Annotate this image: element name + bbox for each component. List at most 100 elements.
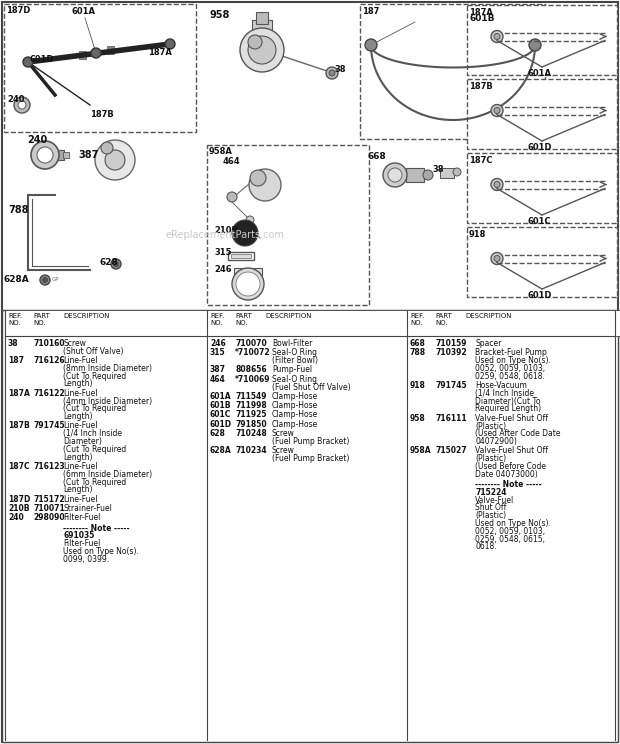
Text: DESCRIPTION: DESCRIPTION bbox=[63, 313, 110, 319]
Text: 788: 788 bbox=[8, 205, 29, 215]
Text: 387: 387 bbox=[210, 365, 226, 374]
Circle shape bbox=[18, 101, 26, 109]
Text: (Plastic): (Plastic) bbox=[475, 511, 506, 520]
Text: 04072900): 04072900) bbox=[475, 437, 517, 446]
Text: 958A: 958A bbox=[410, 446, 432, 455]
Bar bbox=[467, 153, 617, 223]
Text: 601B: 601B bbox=[470, 14, 495, 23]
Bar bbox=[360, 4, 545, 139]
Text: 0099, 0399.: 0099, 0399. bbox=[63, 555, 109, 564]
Text: 601A: 601A bbox=[72, 7, 96, 16]
Bar bbox=[440, 168, 454, 178]
Text: 187A: 187A bbox=[8, 389, 30, 398]
Text: 210B: 210B bbox=[8, 504, 30, 513]
Text: 464: 464 bbox=[210, 375, 226, 384]
Text: Clamp-Hose: Clamp-Hose bbox=[272, 411, 318, 420]
Text: 315: 315 bbox=[210, 348, 226, 357]
Text: 918: 918 bbox=[410, 381, 426, 390]
Bar bbox=[256, 12, 268, 24]
Text: 0052, 0059, 0103,: 0052, 0059, 0103, bbox=[475, 364, 545, 373]
Text: 187D: 187D bbox=[8, 495, 30, 504]
Text: 710070: 710070 bbox=[235, 339, 267, 348]
Text: PART
NO.: PART NO. bbox=[33, 313, 50, 326]
Bar bbox=[2, 310, 618, 742]
Text: 958: 958 bbox=[210, 10, 231, 20]
Text: (6mm Inside Diameter): (6mm Inside Diameter) bbox=[63, 469, 152, 479]
Text: Length): Length) bbox=[63, 452, 92, 462]
Text: 0052, 0059, 0103,: 0052, 0059, 0103, bbox=[475, 527, 545, 536]
Text: (Cut To Required: (Cut To Required bbox=[63, 478, 126, 487]
Text: DESCRIPTION: DESCRIPTION bbox=[265, 313, 311, 319]
Text: 711998: 711998 bbox=[235, 401, 267, 410]
Text: Length): Length) bbox=[63, 412, 92, 421]
Text: Screw: Screw bbox=[63, 339, 86, 348]
Circle shape bbox=[329, 70, 335, 76]
Text: 187: 187 bbox=[362, 7, 379, 16]
Circle shape bbox=[326, 67, 338, 79]
Text: Screw: Screw bbox=[272, 429, 295, 438]
Text: Clamp-Hose: Clamp-Hose bbox=[272, 401, 318, 410]
Circle shape bbox=[494, 33, 500, 39]
Text: 710071: 710071 bbox=[33, 504, 64, 513]
Text: PART
NO.: PART NO. bbox=[235, 313, 252, 326]
Text: -------- Note -----: -------- Note ----- bbox=[63, 524, 130, 533]
Bar bbox=[467, 79, 617, 149]
Text: PART
NO.: PART NO. bbox=[435, 313, 452, 326]
Text: (Cut To Required: (Cut To Required bbox=[63, 372, 126, 381]
Text: 387: 387 bbox=[78, 150, 99, 160]
Bar bbox=[107, 46, 114, 54]
Text: 791745: 791745 bbox=[435, 381, 467, 390]
Text: 628: 628 bbox=[100, 258, 119, 267]
Text: 187: 187 bbox=[8, 356, 24, 365]
Text: 808656: 808656 bbox=[235, 365, 267, 374]
Circle shape bbox=[494, 182, 500, 187]
Text: Valve-Fuel Shut Off: Valve-Fuel Shut Off bbox=[475, 446, 548, 455]
Text: 791850: 791850 bbox=[235, 420, 267, 429]
Circle shape bbox=[248, 36, 276, 64]
Text: 791745: 791745 bbox=[33, 422, 64, 431]
Text: 601D: 601D bbox=[527, 143, 552, 152]
Text: Diameter): Diameter) bbox=[63, 437, 102, 446]
Text: 38: 38 bbox=[334, 65, 345, 74]
Text: 691035: 691035 bbox=[63, 531, 94, 540]
Text: Diameter)(Cut To: Diameter)(Cut To bbox=[475, 397, 541, 405]
Text: 628A: 628A bbox=[4, 275, 30, 284]
Text: 710392: 710392 bbox=[435, 348, 467, 357]
Text: Line-Fuel: Line-Fuel bbox=[63, 462, 97, 471]
Text: (Filter Bowl): (Filter Bowl) bbox=[272, 356, 318, 365]
Text: Strainer-Fuel: Strainer-Fuel bbox=[63, 504, 112, 513]
Text: (Used After Code Date: (Used After Code Date bbox=[475, 429, 560, 438]
Text: REF.
NO.: REF. NO. bbox=[8, 313, 22, 326]
Text: 958A: 958A bbox=[209, 147, 233, 156]
Bar bbox=[467, 227, 617, 297]
Circle shape bbox=[101, 142, 113, 154]
Text: 187D: 187D bbox=[6, 6, 30, 15]
Text: eReplacementParts.com: eReplacementParts.com bbox=[165, 230, 284, 240]
Text: Length): Length) bbox=[63, 485, 92, 495]
Text: 601D: 601D bbox=[210, 420, 232, 429]
Text: 187A: 187A bbox=[148, 48, 172, 57]
Text: 240: 240 bbox=[8, 513, 24, 522]
Text: 716122: 716122 bbox=[33, 389, 64, 398]
Text: 601C: 601C bbox=[210, 411, 231, 420]
Text: Bracket-Fuel Pump: Bracket-Fuel Pump bbox=[475, 348, 547, 357]
Text: 716123: 716123 bbox=[33, 462, 64, 471]
Text: REF.
NO.: REF. NO. bbox=[410, 313, 424, 326]
Circle shape bbox=[491, 31, 503, 42]
Circle shape bbox=[494, 107, 500, 114]
Bar bbox=[63, 152, 69, 158]
Circle shape bbox=[95, 140, 135, 180]
Text: 246: 246 bbox=[210, 339, 226, 348]
Text: Required Length): Required Length) bbox=[475, 405, 541, 414]
Circle shape bbox=[491, 252, 503, 265]
Bar bbox=[252, 20, 272, 34]
Text: Hose-Vacuum: Hose-Vacuum bbox=[475, 381, 527, 390]
Text: 187A: 187A bbox=[469, 8, 493, 17]
Text: 240: 240 bbox=[7, 95, 25, 104]
Text: 601D: 601D bbox=[527, 291, 552, 300]
Text: 788: 788 bbox=[410, 348, 426, 357]
Circle shape bbox=[43, 278, 48, 283]
Text: 711549: 711549 bbox=[235, 392, 267, 401]
Text: (1/4 Inch Inside: (1/4 Inch Inside bbox=[63, 429, 122, 438]
Text: Used on Type No(s).: Used on Type No(s). bbox=[63, 547, 139, 556]
